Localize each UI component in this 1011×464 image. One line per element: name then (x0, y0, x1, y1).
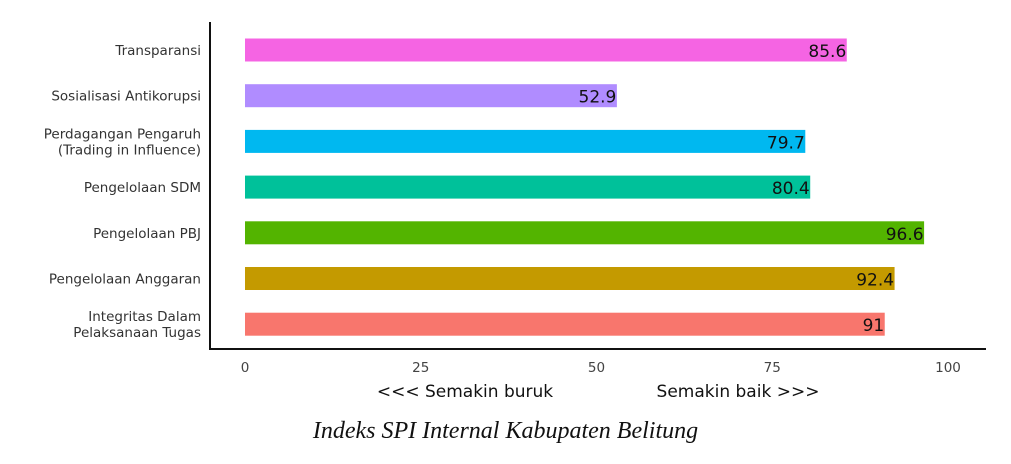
x-tick-label-4: 100 (935, 360, 961, 376)
bar-3 (245, 175, 811, 199)
category-label-5-line-0: Pengelolaan Anggaran (49, 272, 201, 288)
bar-value-label-6: 91 (863, 316, 885, 336)
bar-value-label-4: 96.6 (886, 225, 924, 245)
category-label-1-line-0: Sosialisasi Antikorupsi (51, 89, 201, 105)
bar-value-label-0: 85.6 (808, 42, 846, 62)
x-tick-label-0: 0 (241, 360, 250, 376)
x-tick-label-3: 75 (764, 360, 781, 376)
category-label-6-line-1: Pelaksanaan Tugas (73, 325, 201, 341)
bar-1 (245, 84, 617, 108)
bar-6 (245, 312, 885, 336)
x-tick-label-1: 25 (412, 360, 429, 376)
bar-value-label-3: 80.4 (772, 179, 810, 199)
category-label-2-line-0: Perdagangan Pengaruh (44, 126, 201, 142)
category-label-3-line-0: Pengelolaan SDM (84, 180, 201, 196)
bar-4 (245, 221, 925, 245)
bar-value-label-1: 52.9 (579, 88, 617, 108)
category-label-0-line-0: Transparansi (114, 43, 201, 59)
spi-bar-chart: 85.6 52.9 79.7 80.4 96.6 92.4 91 Transparansi S… (44, 22, 986, 402)
bar-value-label-5: 92.4 (856, 271, 894, 291)
chart-caption: Indeks SPI Internal Kabupaten Belitung (312, 418, 699, 444)
annotation-worse: <<< Semakin buruk (377, 382, 553, 402)
annotation-better: Semakin baik >>> (657, 382, 820, 402)
bar-5 (245, 267, 895, 290)
bar-2 (245, 129, 806, 153)
category-label-2-line-1: (Trading in Influence) (58, 142, 201, 158)
category-label-4-line-0: Pengelolaan PBJ (93, 226, 201, 242)
bar-value-label-2: 79.7 (767, 133, 805, 153)
category-label-6-line-0: Integritas Dalam (88, 309, 201, 325)
x-tick-label-2: 50 (588, 360, 605, 376)
bar-0 (245, 38, 847, 62)
